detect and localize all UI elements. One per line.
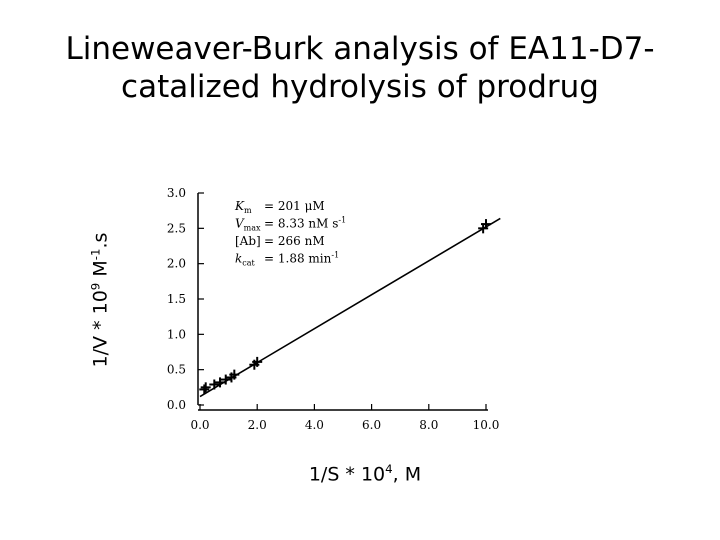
fit-line: [199, 217, 501, 398]
x-tick-label: 8.0: [419, 418, 438, 432]
x-tick-label: 10.0: [473, 418, 500, 432]
data-point: [229, 369, 240, 380]
y-tick-label: 2.0: [167, 257, 186, 271]
parameter-label: Vmax: [235, 217, 261, 233]
data-point: [199, 384, 210, 395]
y-tick-label: 3.0: [167, 186, 186, 200]
x-axis-label: 1/S * 104, M: [308, 462, 422, 486]
parameter-value: = 201 μM: [264, 199, 325, 213]
y-tick-label: 1.5: [167, 292, 186, 306]
data-point: [209, 379, 220, 390]
parameter-value: = 266 nM: [264, 234, 325, 248]
y-tick-label: 2.5: [167, 221, 186, 235]
data-point: [220, 374, 231, 385]
chart-title: Lineweaver-Burk analysis of EA11-D7- cat…: [0, 30, 720, 106]
x-tick-label: 6.0: [362, 418, 381, 432]
chart-title-line-1: Lineweaver-Burk analysis of EA11-D7-: [65, 31, 655, 67]
data-point: [200, 382, 211, 393]
x-tick-label: 4.0: [305, 418, 324, 432]
y-tick-label: 0.5: [167, 363, 186, 377]
y-tick-label: 0.0: [167, 398, 186, 412]
y-tick-label: 1.0: [167, 327, 186, 341]
x-tick-label: 2.0: [248, 418, 267, 432]
data-point: [215, 377, 226, 388]
x-tick-label: 0.0: [190, 418, 209, 432]
parameter-label: [Ab]: [235, 234, 261, 248]
parameter-value: = 1.88 min-1: [264, 251, 339, 266]
parameter-label: Km: [234, 199, 252, 215]
chart-title-line-2: catalized hydrolysis of prodrug: [121, 69, 599, 105]
data-point: [481, 219, 491, 230]
parameter-label: kcat: [235, 252, 256, 268]
data-point: [252, 356, 263, 367]
parameter-value: = 8.33 nM s-1: [264, 216, 346, 231]
